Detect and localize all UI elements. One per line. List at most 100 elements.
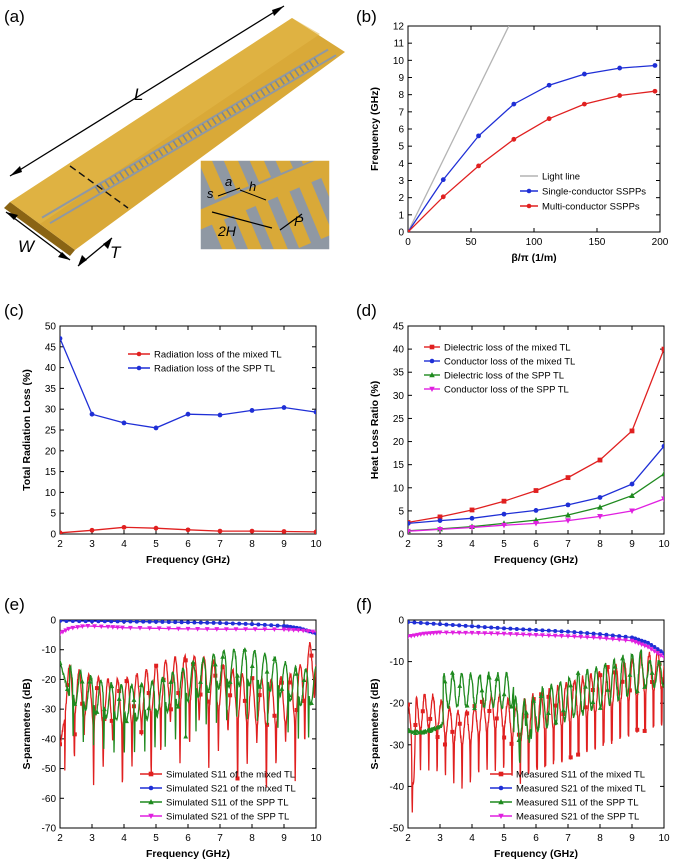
y-tick-label: -10: [42, 645, 57, 656]
data-point: [249, 528, 255, 534]
data-point: [565, 634, 571, 639]
slot-groove: [294, 69, 300, 77]
x-tick-label: 4: [121, 539, 127, 550]
data-point: [435, 724, 440, 730]
x-tick-label: 8: [597, 833, 603, 844]
data-point: [450, 729, 455, 734]
data-point: [242, 647, 248, 652]
x-tick-label: 3: [437, 539, 443, 550]
data-point: [590, 699, 596, 704]
data-point: [186, 620, 190, 625]
plot-area: [408, 620, 664, 813]
y-tick-label: -70: [42, 824, 57, 835]
data-point: [489, 625, 494, 630]
data-point: [217, 528, 223, 534]
data-point: [166, 626, 172, 632]
data-point: [623, 638, 628, 643]
data-point: [412, 730, 418, 736]
data-point: [89, 411, 95, 417]
data-point: [444, 622, 449, 627]
x-tick-label: 2: [57, 539, 63, 550]
data-point: [218, 620, 222, 625]
slot-groove: [104, 180, 110, 188]
slot-groove: [235, 103, 242, 111]
data-point: [98, 624, 104, 630]
data-point: [220, 654, 226, 659]
data-point: [655, 647, 660, 652]
data-point: [533, 632, 539, 638]
data-point: [192, 620, 197, 625]
data-point: [598, 632, 602, 637]
data-point: [508, 626, 513, 631]
data-point: [296, 628, 301, 633]
data-point: [501, 691, 507, 697]
data-point: [652, 63, 658, 68]
data-point: [533, 520, 539, 527]
data-point: [617, 65, 623, 71]
slot-groove: [172, 140, 178, 148]
data-point: [639, 638, 644, 643]
data-point: [96, 620, 101, 624]
y-tick-label: 5: [398, 142, 404, 153]
inset-finger: [271, 176, 311, 248]
inset-metal: [200, 160, 330, 250]
data-point: [412, 633, 417, 639]
data-point: [526, 203, 532, 209]
slot-groove: [308, 60, 315, 68]
data-point: [546, 633, 552, 639]
data-point: [502, 735, 507, 740]
data-point: [256, 622, 261, 627]
data-point: [591, 635, 596, 641]
data-point: [92, 624, 97, 629]
x-tick-label: 10: [658, 539, 670, 550]
data-point: [508, 631, 513, 637]
data-point: [137, 626, 143, 631]
data-point: [476, 163, 481, 169]
data-point: [495, 631, 500, 637]
data-point: [553, 703, 558, 708]
data-point: [148, 785, 154, 791]
board-side-face: [4, 202, 75, 256]
inset-label-h: h: [249, 179, 256, 194]
data-point: [457, 683, 463, 688]
x-tick-label: 10: [658, 833, 670, 844]
y-tick-label: 10: [45, 488, 57, 499]
legend-label: Radiation loss of the mixed TL: [154, 350, 282, 361]
data-point: [465, 711, 470, 716]
data-point: [230, 621, 235, 626]
y-tick-label: 0: [398, 530, 404, 541]
data-point: [204, 627, 210, 632]
data-point: [585, 631, 590, 636]
data-point: [616, 637, 622, 643]
y-axis-label: Total Radiation Loss (%): [21, 369, 33, 491]
data-point: [520, 632, 526, 638]
data-point: [431, 630, 436, 636]
data-point: [269, 623, 274, 628]
data-point: [110, 625, 116, 630]
data-point: [597, 705, 603, 710]
data-point: [190, 659, 196, 665]
data-point: [286, 692, 292, 698]
data-point: [60, 530, 63, 534]
panel-label-a: (a): [4, 7, 25, 26]
data-point: [153, 708, 159, 713]
data-point: [568, 755, 573, 760]
y-tick-label: 8: [398, 90, 404, 101]
slot-groove: [114, 174, 120, 182]
data-point: [514, 626, 519, 631]
data-point: [139, 730, 144, 735]
data-point: [121, 420, 127, 426]
data-point: [597, 635, 603, 641]
data-point: [198, 692, 203, 697]
data-point: [60, 631, 63, 636]
inset-closeup: s a h 2H P: [199, 159, 331, 251]
x-tick-label: 2: [405, 833, 411, 844]
data-point: [617, 634, 622, 639]
x-tick-label: 7: [565, 833, 571, 844]
data-point: [565, 502, 571, 508]
slot-groove: [260, 89, 266, 97]
data-point: [576, 752, 581, 757]
data-point: [429, 358, 435, 364]
slot-groove: [230, 106, 237, 114]
